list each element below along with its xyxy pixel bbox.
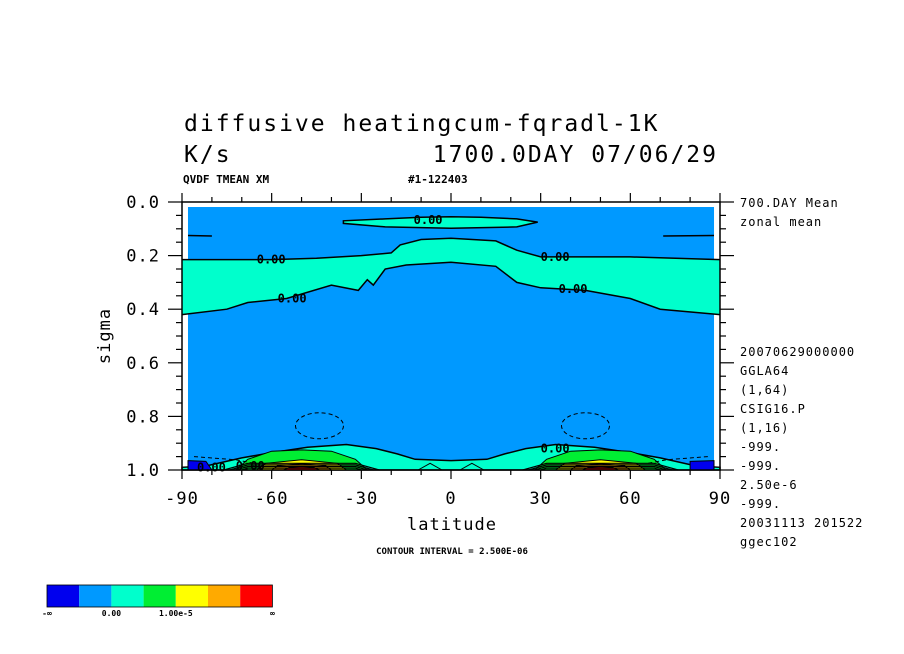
x-axis-label: latitude [407, 515, 497, 535]
x-tick-label: 30 [529, 489, 551, 509]
y-tick-label: 0.6 [126, 354, 160, 374]
contour-label: 0.00 [197, 460, 226, 474]
y-tick-label: 0.4 [126, 300, 160, 320]
side-note-info: 20070629000000 [740, 345, 855, 359]
side-note-info: (1,64) [740, 383, 789, 397]
contour-line [241, 467, 362, 471]
side-note-info: (1,16) [740, 421, 789, 435]
side-note-top: 700.DAY Mean [740, 196, 839, 210]
legend-label: 1.00e-5 [159, 609, 193, 618]
x-tick-label: 0 [445, 489, 456, 509]
contour-line [223, 462, 380, 471]
side-note-info: 2.50e-6 [740, 478, 798, 492]
contour-label: 0.00 [257, 253, 286, 267]
legend-swatch [143, 585, 176, 607]
contour-label: 0.00 [541, 250, 570, 264]
side-note-info: ggec102 [740, 535, 798, 549]
contour-line [181, 261, 721, 316]
negative-contour [561, 412, 610, 440]
contour-label: 0.00 [236, 459, 265, 473]
y-tick-label: 0.2 [126, 247, 160, 267]
color-legend: -∞ 0.00 1.00e-5 ∞ [42, 584, 275, 618]
contour-label: 0.00 [559, 282, 588, 296]
side-note-info: GGLA64 [740, 364, 789, 378]
variable-label: QVDF TMEAN XM [183, 173, 269, 186]
upper-positive-region [342, 215, 538, 230]
legend-swatch [111, 585, 144, 607]
contour-line [182, 237, 721, 261]
contour-label: 0.00 [278, 291, 307, 305]
legend-label: ∞ [270, 609, 275, 618]
chart-title: diffusive heatingcum-fqradl-1K [184, 111, 659, 137]
side-note-info: -999. [740, 497, 781, 511]
side-note-top: zonal mean [740, 215, 822, 229]
contour-line [417, 462, 443, 471]
x-tick-label: -30 [344, 489, 378, 509]
legend-swatch [240, 585, 273, 607]
legend-swatch [208, 585, 241, 607]
contour-line [459, 462, 485, 471]
polar-negative-north [689, 460, 715, 471]
side-note-info: 20031113 201522 [740, 516, 863, 530]
x-tick-label: 90 [709, 489, 731, 509]
plot-area: 0.00 0.00 0.00 0.00 0.00 0.00 0.00 0.00 [181, 207, 721, 474]
contour-line [528, 464, 673, 471]
y-tick-label: 1.0 [126, 461, 160, 481]
legend-swatch [175, 585, 208, 607]
contour-line [522, 462, 679, 471]
legend-swatch [47, 585, 80, 607]
side-note-info: -999. [740, 459, 781, 473]
contour-label: 0.00 [541, 442, 570, 456]
contour-line [229, 464, 374, 471]
side-note-info: -999. [740, 440, 781, 454]
side-note-info: CSIG16.P [740, 402, 806, 416]
y-axis-label: sigma [95, 308, 115, 364]
contour-label: 0.00 [414, 213, 443, 227]
y-tick-label: 0.8 [126, 407, 160, 427]
contour-line [534, 465, 667, 471]
y-tick-label: 0.0 [126, 193, 160, 213]
contour-interval: CONTOUR INTERVAL = 2.500E-06 [376, 547, 528, 557]
contour-line [187, 234, 212, 237]
legend-label: -∞ [42, 609, 52, 618]
x-tick-label: -60 [255, 489, 289, 509]
negative-contour [294, 412, 344, 440]
legend-label: 0.00 [102, 609, 121, 618]
contour-line [235, 465, 368, 471]
contour-line [540, 467, 661, 471]
x-tick-label: 60 [619, 489, 641, 509]
legend-frame [46, 584, 273, 608]
run-id-label: #1-122403 [408, 173, 468, 186]
legend-swatch [79, 585, 112, 607]
chart-time: 1700.0DAY 07/06/29 [433, 142, 718, 168]
x-tick-label: -90 [165, 489, 199, 509]
contour-line [663, 234, 715, 237]
chart-units: K/s [184, 142, 232, 168]
